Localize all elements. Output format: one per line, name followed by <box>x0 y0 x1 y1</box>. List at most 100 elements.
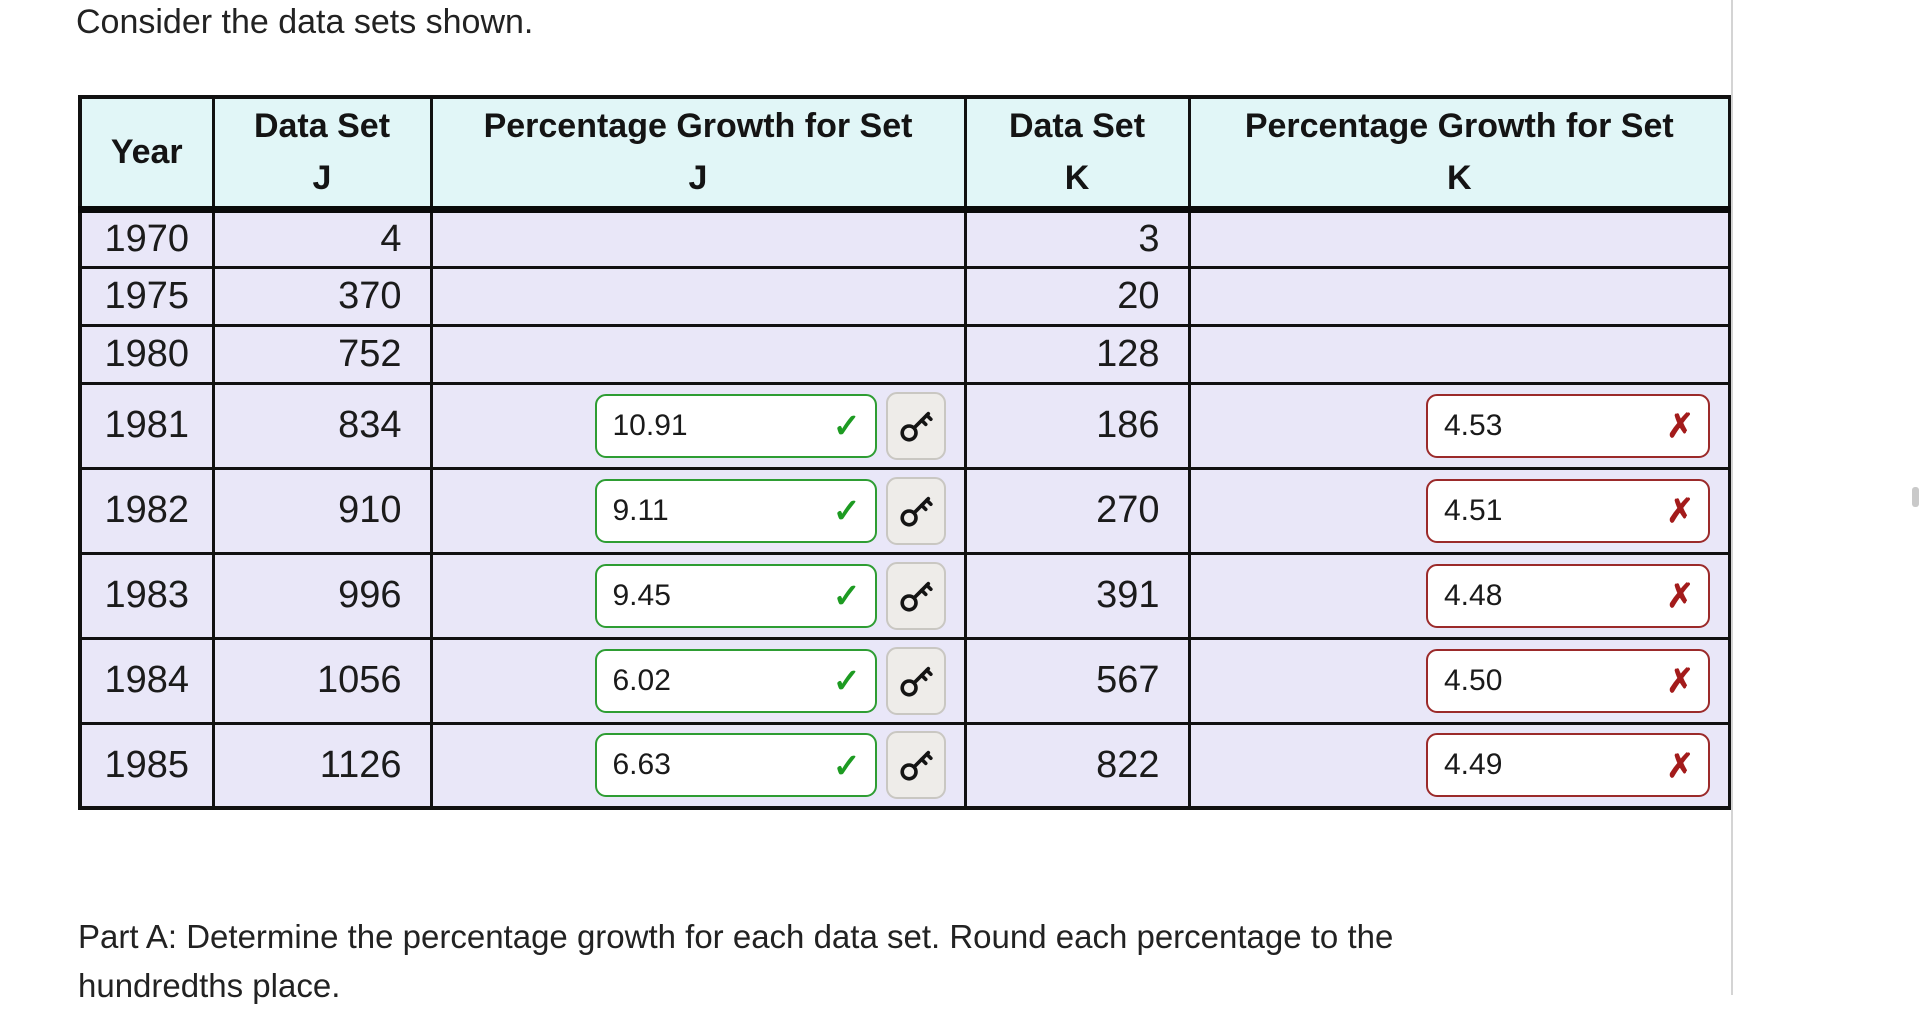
growth-k-cell <box>1187 323 1732 385</box>
header-year: Year <box>78 95 215 213</box>
key-button[interactable] <box>885 476 946 545</box>
data-j-cell: 4 <box>211 207 433 269</box>
data-k-cell: 391 <box>963 551 1191 640</box>
table-row: 1983 996 9.45 ✓ <box>78 551 1732 640</box>
growth-j-input[interactable]: 9.45 ✓ <box>594 563 877 628</box>
x-icon: ✗ <box>1666 662 1694 699</box>
key-button[interactable] <box>885 731 946 800</box>
growth-j-value: 6.02 <box>612 663 671 697</box>
table-row: 1984 1056 6.02 ✓ <box>78 636 1732 725</box>
growth-j-cell: 9.11 ✓ <box>429 466 967 555</box>
data-j-cell: 834 <box>211 381 433 470</box>
data-j-cell: 370 <box>211 265 433 327</box>
growth-k-value: 4.51 <box>1444 493 1503 527</box>
check-icon: ✓ <box>832 577 861 614</box>
table-row: 1975 370 20 <box>78 265 1732 327</box>
data-k-cell: 3 <box>963 207 1191 269</box>
part-a-line1: Part A: Determine the percentage growth … <box>78 918 1394 955</box>
key-icon <box>899 581 933 612</box>
data-k-cell: 567 <box>963 636 1191 725</box>
growth-k-cell: 4.51 ✗ <box>1187 466 1732 555</box>
check-icon: ✓ <box>832 662 861 699</box>
growth-j-cell <box>429 265 967 327</box>
growth-j-input[interactable]: 6.02 ✓ <box>594 648 877 713</box>
header-growth-j-line2: J <box>688 159 708 198</box>
growth-j-cell: 6.63 ✓ <box>429 721 967 810</box>
header-growth-k-line2: K <box>1446 159 1472 198</box>
growth-k-input[interactable]: 4.48 ✗ <box>1426 563 1710 628</box>
data-k-cell: 20 <box>963 265 1191 327</box>
data-j-cell: 752 <box>211 323 433 385</box>
x-icon: ✗ <box>1666 746 1694 784</box>
growth-j-value: 9.45 <box>612 578 671 612</box>
header-growth-k: Percentage Growth for Set K <box>1187 95 1732 213</box>
growth-k-input[interactable]: 4.53 ✗ <box>1426 393 1710 458</box>
data-j-cell: 996 <box>211 551 433 640</box>
data-k-cell: 270 <box>963 466 1191 555</box>
growth-j-cell <box>429 323 967 385</box>
growth-k-value: 4.50 <box>1444 663 1503 697</box>
header-data-set-k-line1: Data Set <box>1008 106 1146 145</box>
header-year-label: Year <box>110 132 183 171</box>
year-cell: 1985 <box>78 721 215 810</box>
growth-k-value: 4.48 <box>1444 578 1503 612</box>
growth-k-cell: 4.48 ✗ <box>1187 551 1732 640</box>
table-row: 1985 1126 6.63 ✓ <box>78 721 1732 810</box>
year-cell: 1982 <box>78 466 215 555</box>
data-j-cell: 1056 <box>211 636 433 725</box>
key-button[interactable] <box>885 646 946 715</box>
growth-j-value: 10.91 <box>612 408 688 442</box>
header-data-set-k: Data Set K <box>963 95 1191 213</box>
part-a-line2: hundredths place. <box>78 967 341 1004</box>
year-cell: 1984 <box>78 636 215 725</box>
check-icon: ✓ <box>832 407 861 444</box>
growth-j-cell: 6.02 ✓ <box>429 636 967 725</box>
growth-j-cell: 10.91 ✓ <box>429 381 967 470</box>
table-header-row: Year Data Set J Percentage Growth for Se… <box>78 95 1732 213</box>
year-cell: 1981 <box>78 381 215 470</box>
table-row: 1982 910 9.11 ✓ <box>78 466 1732 555</box>
x-icon: ✗ <box>1666 407 1694 444</box>
growth-j-cell: 9.45 ✓ <box>429 551 967 640</box>
key-icon <box>899 411 933 442</box>
growth-k-input[interactable]: 4.49 ✗ <box>1426 733 1710 798</box>
growth-k-cell: 4.53 ✗ <box>1187 381 1732 470</box>
growth-k-input[interactable]: 4.51 ✗ <box>1426 478 1710 543</box>
growth-j-input[interactable]: 10.91 ✓ <box>594 393 877 458</box>
table-row: 1980 752 128 <box>78 323 1732 385</box>
growth-k-cell <box>1187 265 1732 327</box>
growth-k-value: 4.49 <box>1444 748 1503 782</box>
key-button[interactable] <box>885 561 946 630</box>
check-icon: ✓ <box>832 746 861 784</box>
header-data-set-k-line2: K <box>1064 159 1090 198</box>
growth-k-cell: 4.50 ✗ <box>1187 636 1732 725</box>
header-growth-j-line1: Percentage Growth for Set <box>483 106 913 145</box>
growth-j-input[interactable]: 6.63 ✓ <box>594 733 877 798</box>
key-button[interactable] <box>885 391 946 460</box>
growth-k-value: 4.53 <box>1444 408 1503 442</box>
x-icon: ✗ <box>1666 492 1694 529</box>
data-k-cell: 822 <box>963 721 1191 810</box>
table-row: 1981 834 10.91 ✓ <box>78 381 1732 470</box>
table-row: 1970 4 3 <box>78 207 1732 269</box>
growth-k-cell <box>1187 207 1732 269</box>
page-title: Consider the data sets shown. <box>76 3 534 41</box>
year-cell: 1980 <box>78 323 215 385</box>
growth-k-input[interactable]: 4.50 ✗ <box>1426 648 1710 713</box>
key-icon <box>899 751 933 781</box>
scrollbar-thumb[interactable] <box>1912 487 1919 507</box>
data-k-cell: 186 <box>963 381 1191 470</box>
year-cell: 1970 <box>78 207 215 269</box>
growth-j-value: 9.11 <box>612 493 669 527</box>
header-data-set-j-line1: Data Set <box>253 106 391 145</box>
growth-k-cell: 4.49 ✗ <box>1187 721 1732 810</box>
year-cell: 1983 <box>78 551 215 640</box>
page-boundary-divider <box>1731 0 1733 995</box>
header-growth-k-line1: Percentage Growth for Set <box>1244 106 1674 145</box>
year-cell: 1975 <box>78 265 215 327</box>
data-sets-table: Year Data Set J Percentage Growth for Se… <box>78 95 1732 810</box>
key-icon <box>899 496 933 527</box>
check-icon: ✓ <box>832 492 861 529</box>
key-icon <box>899 666 933 697</box>
growth-j-input[interactable]: 9.11 ✓ <box>594 478 877 543</box>
